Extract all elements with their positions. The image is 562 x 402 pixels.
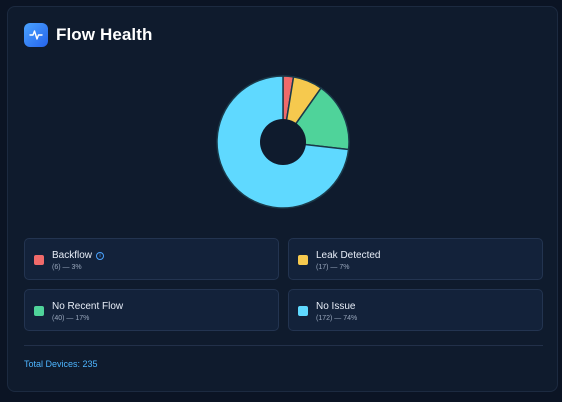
legend: Backflow i (6) — 3% Leak Detected (17) —… — [24, 238, 543, 331]
legend-item-leak-detected[interactable]: Leak Detected (17) — 7% — [288, 238, 543, 280]
legend-item-backflow[interactable]: Backflow i (6) — 3% — [24, 238, 279, 280]
legend-detail: (40) — 17% — [52, 315, 90, 322]
legend-detail: (17) — 7% — [316, 264, 350, 271]
divider — [24, 345, 543, 346]
backflow-swatch — [34, 255, 44, 265]
no-issue-swatch — [298, 306, 308, 316]
legend-label: Backflow — [52, 250, 93, 261]
flow-health-card: Flow Health Backflow i (6) — 3% Leak Det… — [7, 6, 558, 392]
card-title: Flow Health — [56, 25, 153, 44]
card-header: Flow Health — [24, 23, 153, 47]
legend-item-no-issue[interactable]: No Issue (172) — 74% — [288, 289, 543, 331]
pulse-icon — [24, 23, 48, 47]
donut-chart — [216, 75, 350, 209]
info-icon[interactable]: i — [96, 251, 105, 260]
legend-detail: (172) — 74% — [316, 315, 358, 322]
legend-label: No Recent Flow — [52, 301, 124, 312]
legend-detail: (6) — 3% — [52, 264, 82, 271]
total-devices: Total Devices: 235 — [24, 359, 98, 369]
legend-label: No Issue — [316, 301, 356, 312]
legend-label: Leak Detected — [316, 250, 381, 261]
no-recent-flow-swatch — [34, 306, 44, 316]
legend-item-no-recent-flow[interactable]: No Recent Flow (40) — 17% — [24, 289, 279, 331]
leak-detected-swatch — [298, 255, 308, 265]
donut-hole — [260, 119, 306, 165]
